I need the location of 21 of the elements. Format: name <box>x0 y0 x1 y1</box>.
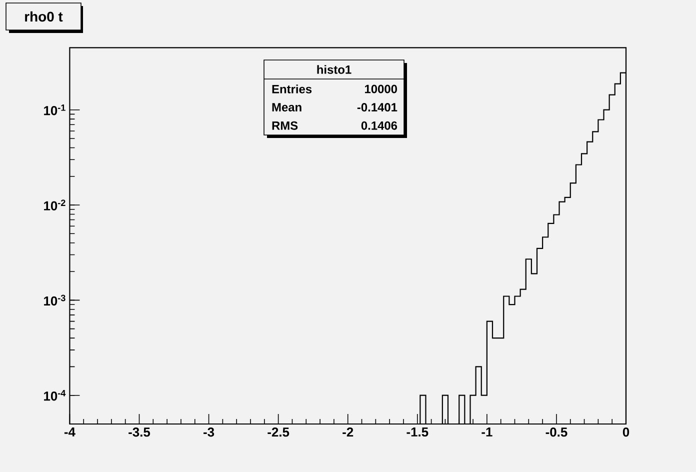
x-tick-label: -2.5 <box>268 428 290 437</box>
x-tick-label: -3 <box>204 428 214 437</box>
x-tick-label: -1.5 <box>406 428 428 437</box>
y-tick-label: 10$^{-4}$ <box>44 390 66 401</box>
annotation: -0.1401 <box>357 103 398 112</box>
chart-title: rho0 t <box>25 11 63 22</box>
x-tick-label: -4 <box>64 428 76 436</box>
x-tick-label: -3.5 <box>128 428 150 437</box>
annotation: Mean <box>272 103 302 112</box>
annotation: histo1 <box>317 65 352 74</box>
y-tick-label: 10$^{-1}$ <box>44 104 66 116</box>
y-tick-label: 10$^{-2}$ <box>44 200 66 210</box>
x-tick-label: -1 <box>482 428 492 436</box>
y-tick-label: 10$^{-3}$ <box>44 294 66 306</box>
annotation: RMS <box>272 121 298 130</box>
x-tick-label: 0 <box>622 428 630 437</box>
annotation: Entries <box>272 84 312 94</box>
x-tick-label: -0.5 <box>546 428 568 437</box>
annotation: 0.1406 <box>361 121 398 130</box>
annotation: 10000 <box>364 84 397 94</box>
x-tick-label: -2 <box>342 428 354 437</box>
